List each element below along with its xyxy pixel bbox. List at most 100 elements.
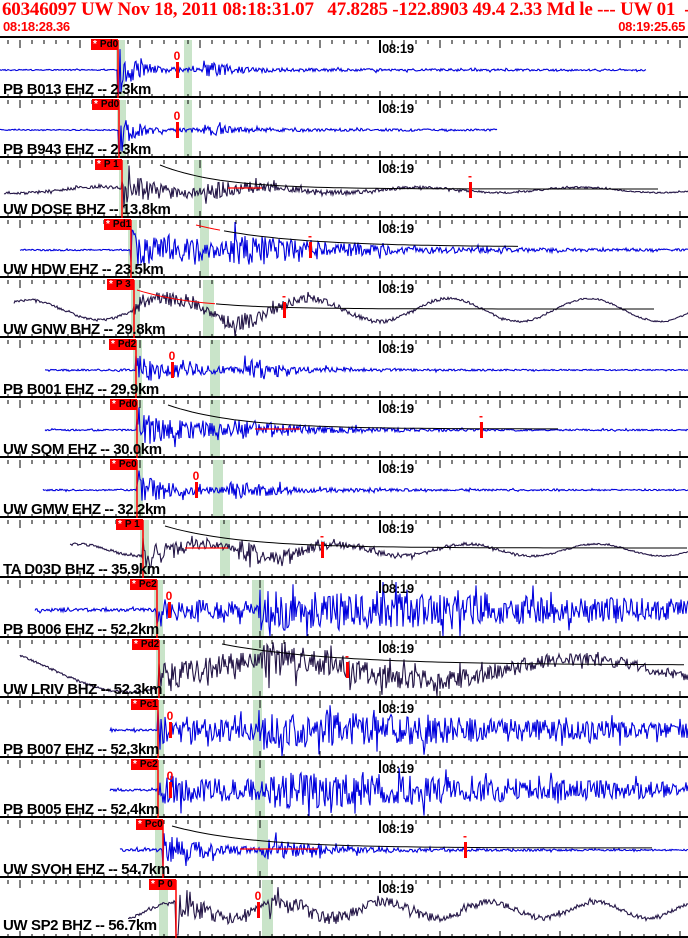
minute-label: 08:19 (382, 881, 414, 896)
time-ticks (7, 340, 681, 398)
window-start-time: 08:18:28.36 (3, 19, 70, 34)
pick-star: * (93, 39, 97, 50)
pick-flag-label: P 3 (115, 279, 131, 290)
minute-label: 08:19 (382, 701, 414, 716)
trace-panel-hdw[interactable]: 08:19 * Pd1 - UW HDW EHZ -- 23.5km (0, 216, 688, 278)
waveform-trace (69, 535, 688, 569)
coda-marker-bar (168, 722, 172, 738)
trace-panel-gmw[interactable]: 08:19 * Pc0 0 UW GMW EHZ -- 32.2km (0, 456, 688, 518)
waveform-trace (3, 165, 688, 209)
trace-panel-b007[interactable]: 08:19 * Pc1 0 PB B007 EHZ -- 52.3km (0, 696, 688, 758)
waveform-canvas (3, 160, 688, 218)
coda-marker: 0 (167, 50, 187, 78)
coda-marker-label: - (308, 229, 312, 243)
p-pick-flag[interactable]: * Pd2 (132, 639, 159, 650)
station-label: UW GMW EHZ -- 32.2km (3, 501, 166, 518)
pick-flag-label: Pd0 (118, 399, 138, 410)
minute-label: 08:19 (382, 641, 414, 656)
time-ticks (7, 460, 681, 518)
waveform-trace (42, 470, 688, 501)
station-label: PB B005 EHZ -- 52.4km (3, 801, 159, 818)
coda-marker: - (312, 530, 332, 558)
p-pick-flag[interactable]: * Pc2 (131, 759, 158, 770)
pick-flag-label: Pc1 (139, 699, 158, 710)
coda-marker: - (460, 170, 480, 198)
minute-label: 08:19 (382, 221, 414, 236)
p-pick-flag[interactable]: * Pd2 (109, 339, 136, 350)
trace-panel-b005[interactable]: 08:19 * Pc2 0 PB B005 EHZ -- 52.4km (0, 756, 688, 818)
coda-decay-curve (159, 164, 658, 190)
coda-marker-bar (168, 782, 172, 798)
trace-panel-b001[interactable]: 08:19 * Pd2 0 PB B001 EHZ -- 29.9km (0, 336, 688, 398)
coda-marker-label: 0 (173, 109, 181, 123)
phase-window-band (155, 820, 163, 876)
trace-list: 08:19 * Pd0 0 PB B013 EHZ -- 2.3km 08:19 * Pd0 0… (0, 36, 688, 938)
pick-star: * (112, 459, 116, 470)
station-label: UW DOSE BHZ -- 13.8km (3, 201, 171, 218)
trace-panel-b013[interactable]: 08:19 * Pd0 0 PB B013 EHZ -- 2.3km (0, 36, 688, 98)
coda-marker-bar (468, 182, 472, 198)
coda-marker-bar (167, 602, 171, 618)
pick-star: * (151, 879, 155, 890)
time-ticks (7, 40, 681, 98)
pick-star: * (133, 699, 137, 710)
coda-marker: 0 (186, 470, 206, 498)
trace-panel-d03d[interactable]: 08:19 * P 1 - TA D03D BHZ -- 35.9km (0, 516, 688, 578)
pick-flag-label: Pd2 (140, 639, 160, 650)
p-pick-flag[interactable]: * Pc0 (110, 459, 137, 470)
p-pick-flag[interactable]: * P 3 (107, 279, 134, 290)
p-pick-flag[interactable]: * Pd0 (91, 39, 118, 50)
station-label: UW HDW EHZ -- 23.5km (3, 261, 164, 278)
trace-panel-sqm[interactable]: 08:19 * Pd0 - UW SQM EHZ -- 30.0km (0, 396, 688, 458)
p-pick-flag[interactable]: * P 0 (149, 879, 176, 890)
coda-marker-label: 0 (166, 709, 174, 723)
phase-window-band (184, 40, 192, 96)
coda-marker-label: - (320, 529, 324, 543)
pick-flag-label: Pc2 (139, 759, 158, 770)
trace-panel-b006[interactable]: 08:19 * Pc2 0 PB B006 EHZ -- 52.2km (0, 576, 688, 638)
phase-window-band (134, 400, 143, 456)
coda-marker-label: - (282, 289, 286, 303)
minute-label: 08:19 (382, 101, 414, 116)
p-pick-flag[interactable]: * Pc2 (130, 579, 157, 590)
coda-decay-curve (171, 825, 652, 849)
p-pick-flag[interactable]: * P 1 (116, 519, 143, 530)
pick-flag-label: Pd0 (99, 39, 119, 50)
p-pick-flag[interactable]: * Pd0 (92, 99, 119, 110)
pick-flag-label: P 1 (124, 519, 140, 530)
trace-panel-gnw[interactable]: 08:19 * P 3 - UW GNW BHZ -- 29.8km (0, 276, 688, 338)
minute-label: 08:19 (382, 461, 414, 476)
phase-window-band (140, 520, 149, 576)
p-pick-flag[interactable]: * Pc0 (136, 819, 163, 830)
pick-star: * (138, 819, 142, 830)
coda-marker: 0 (159, 590, 179, 618)
coda-marker-bar (256, 902, 260, 918)
coda-marker: - (300, 230, 320, 258)
time-ticks (7, 820, 681, 878)
coda-marker-label: 0 (192, 469, 200, 483)
trace-panel-sp2[interactable]: 08:19 * P 0 0 UW SP2 BHZ -- 56.7km (0, 876, 688, 938)
minute-label: 08:19 (382, 761, 414, 776)
trace-panel-svoh[interactable]: 08:19 * Pc0 - UW SVOH EHZ -- 54.7km (0, 816, 688, 878)
minute-label: 08:19 (382, 521, 414, 536)
p-pick-flag[interactable]: * P 1 (95, 159, 122, 170)
waveform-canvas (7, 400, 688, 458)
trace-panel-b943[interactable]: 08:19 * Pd0 0 PB B943 EHZ -- 2.3km (0, 96, 688, 158)
event-header: 60346097 UW Nov 18, 2011 08:18:31.07 47.… (0, 0, 688, 36)
pick-flag-label: Pc0 (144, 819, 163, 830)
trace-panel-lriv[interactable]: 08:19 * Pd2 - UW LRIV BHZ -- 52.3km (0, 636, 688, 698)
phase-window-band (210, 400, 220, 456)
time-window-row: 08:18:28.36 08:19:25.65 (0, 19, 688, 34)
phase-window-band (213, 460, 223, 516)
station-label: UW SQM EHZ -- 30.0km (3, 441, 162, 458)
p-pick-flag[interactable]: * Pd1 (104, 219, 131, 230)
p-pick-flag[interactable]: * Pd0 (110, 399, 137, 410)
window-end-time: 08:19:25.65 (618, 19, 685, 34)
p-pick-flag[interactable]: * Pc1 (131, 699, 158, 710)
coda-decay-curve (167, 404, 558, 430)
trace-panel-dose[interactable]: 08:19 * P 1 - UW DOSE BHZ -- 13.8km (0, 156, 688, 218)
pick-flag-label: P 0 (157, 879, 173, 890)
coda-decay-curve (215, 303, 654, 310)
waveform-canvas (7, 460, 688, 518)
coda-marker-bar (170, 362, 174, 378)
